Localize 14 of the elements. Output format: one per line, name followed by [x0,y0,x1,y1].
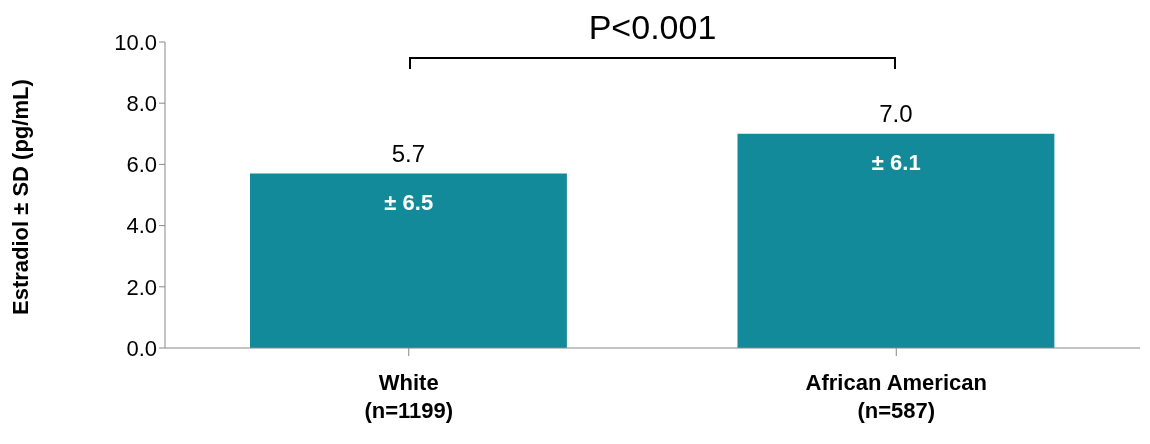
y-tick-label: 0.0 [126,335,157,361]
y-tick-label: 10.0 [114,29,157,55]
y-tick-label: 8.0 [126,91,157,117]
x-tick-label: White (n=1199) [364,370,454,423]
annotation: P<0.001 [587,7,718,48]
data-label: 7.0 [879,99,913,127]
y-tick-label: 2.0 [126,274,157,300]
annotation: ± 6.1 [870,149,922,176]
y-axis-title: Estradiol ± SD (pg/mL) [7,79,33,315]
data-label: 5.7 [391,139,426,167]
x-tick-label: African American (n=587) [805,370,987,423]
y-tick-label: 4.0 [126,213,157,239]
annotation: ± 6.5 [383,189,435,216]
y-tick-label: 6.0 [126,152,157,178]
